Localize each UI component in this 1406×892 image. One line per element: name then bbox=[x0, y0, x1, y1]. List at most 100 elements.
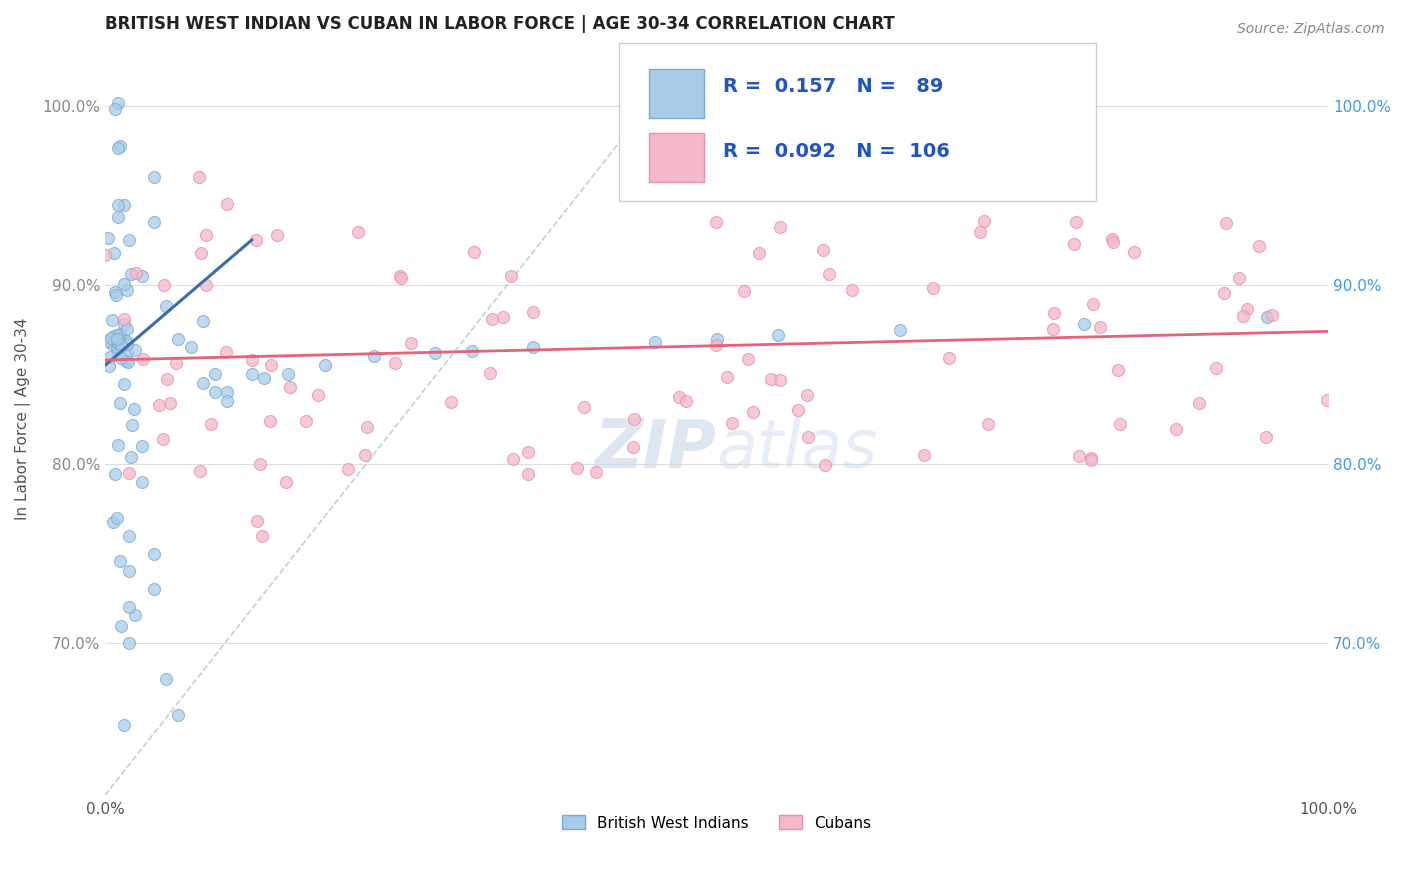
Point bbox=[478, 367, 501, 381]
Point bbox=[142, 582, 165, 597]
Point bbox=[204, 368, 226, 382]
Point bbox=[266, 228, 288, 243]
Point bbox=[1042, 322, 1064, 336]
Point bbox=[668, 390, 690, 404]
Point bbox=[938, 351, 960, 365]
Point bbox=[1166, 422, 1188, 436]
Point bbox=[100, 331, 122, 345]
Point bbox=[1232, 310, 1254, 324]
Point bbox=[131, 268, 153, 283]
Point bbox=[180, 341, 202, 355]
Point bbox=[112, 197, 135, 211]
Point bbox=[117, 355, 139, 369]
Point bbox=[347, 225, 370, 239]
Point bbox=[623, 412, 645, 426]
Point bbox=[108, 553, 131, 567]
Text: Source: ZipAtlas.com: Source: ZipAtlas.com bbox=[1237, 22, 1385, 37]
Point bbox=[195, 227, 218, 242]
Point bbox=[240, 368, 263, 382]
Point bbox=[425, 346, 447, 360]
Point bbox=[131, 475, 153, 489]
Point bbox=[278, 380, 301, 394]
Point bbox=[217, 394, 239, 409]
Point bbox=[766, 327, 789, 342]
Point bbox=[191, 376, 214, 391]
Point bbox=[115, 346, 138, 360]
Point bbox=[1236, 301, 1258, 316]
Point bbox=[188, 170, 211, 185]
Point bbox=[1073, 317, 1095, 331]
Point bbox=[142, 215, 165, 229]
Point bbox=[463, 245, 485, 260]
Point bbox=[111, 339, 134, 353]
Point bbox=[104, 285, 127, 300]
Point bbox=[259, 414, 281, 428]
Point bbox=[249, 457, 271, 471]
Point bbox=[246, 514, 269, 528]
Point bbox=[107, 210, 129, 224]
Point bbox=[1069, 449, 1091, 463]
Point bbox=[107, 438, 129, 452]
Point bbox=[492, 310, 515, 324]
Point bbox=[245, 233, 267, 247]
Point bbox=[110, 396, 132, 410]
Point bbox=[841, 283, 863, 297]
Point bbox=[276, 475, 298, 489]
Point bbox=[1188, 396, 1211, 410]
Point bbox=[922, 281, 945, 295]
Point bbox=[121, 450, 143, 465]
Point bbox=[314, 359, 336, 373]
Point bbox=[165, 356, 187, 370]
Point bbox=[110, 351, 132, 366]
Point bbox=[98, 350, 121, 364]
Point bbox=[517, 467, 540, 482]
Point bbox=[142, 547, 165, 561]
Point bbox=[115, 283, 138, 297]
Point bbox=[356, 420, 378, 434]
Point bbox=[195, 278, 218, 293]
Point bbox=[969, 225, 991, 239]
Point bbox=[260, 358, 283, 372]
Point bbox=[132, 351, 155, 366]
Point bbox=[644, 335, 666, 350]
Point bbox=[155, 672, 177, 686]
Point bbox=[190, 464, 212, 478]
Point bbox=[621, 440, 644, 454]
Point bbox=[240, 353, 263, 368]
Point bbox=[481, 312, 503, 326]
Point bbox=[124, 343, 146, 358]
Point bbox=[1088, 319, 1111, 334]
Point bbox=[124, 607, 146, 622]
Point bbox=[117, 337, 139, 351]
Point bbox=[108, 139, 131, 153]
Point bbox=[295, 414, 318, 428]
Point bbox=[110, 338, 132, 352]
Point bbox=[122, 402, 145, 417]
Text: ZIP: ZIP bbox=[595, 417, 717, 483]
Point bbox=[522, 341, 544, 355]
Point bbox=[1256, 310, 1278, 324]
Point bbox=[97, 359, 120, 373]
Point bbox=[585, 466, 607, 480]
Point bbox=[142, 170, 165, 185]
Point bbox=[215, 345, 238, 359]
Point bbox=[973, 214, 995, 228]
Point bbox=[517, 444, 540, 458]
Point bbox=[121, 418, 143, 433]
Point bbox=[675, 394, 697, 409]
Point bbox=[384, 356, 406, 370]
Point bbox=[399, 335, 422, 350]
Point bbox=[167, 707, 190, 722]
Point bbox=[461, 344, 484, 359]
Point bbox=[502, 452, 524, 467]
Point bbox=[112, 312, 135, 326]
Point bbox=[1108, 417, 1130, 432]
Point bbox=[118, 636, 141, 650]
FancyBboxPatch shape bbox=[650, 133, 704, 182]
Point bbox=[796, 430, 818, 444]
Point bbox=[159, 396, 181, 410]
Point bbox=[104, 467, 127, 482]
Point bbox=[107, 95, 129, 110]
Point bbox=[706, 332, 728, 346]
Point bbox=[1102, 235, 1125, 250]
